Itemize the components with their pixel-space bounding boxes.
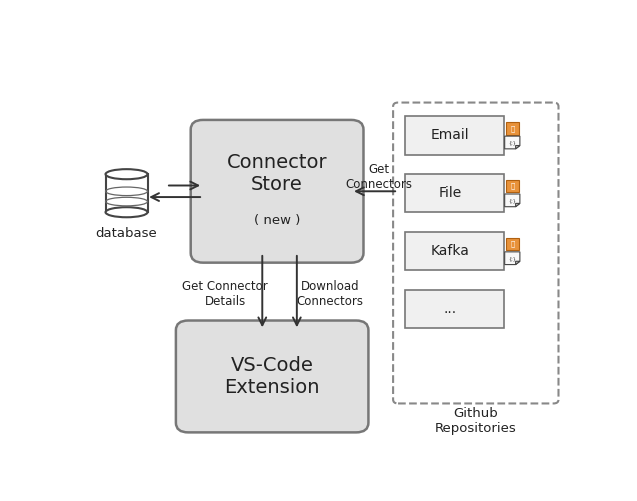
Polygon shape <box>515 203 520 207</box>
Bar <box>106 174 148 212</box>
Bar <box>406 290 505 328</box>
Text: Email: Email <box>431 128 469 142</box>
Bar <box>406 174 505 212</box>
Polygon shape <box>505 252 520 265</box>
FancyBboxPatch shape <box>176 321 368 432</box>
Text: {;}: {;} <box>508 141 516 146</box>
Bar <box>506 122 520 135</box>
Text: VS-Code
Extension: VS-Code Extension <box>224 356 320 397</box>
Text: ⛹: ⛹ <box>510 183 515 189</box>
Text: Github
Repositories: Github Repositories <box>435 407 517 435</box>
Polygon shape <box>515 145 520 149</box>
Bar <box>406 232 505 271</box>
Text: ...: ... <box>443 302 457 316</box>
FancyBboxPatch shape <box>190 120 364 263</box>
Text: Get Connector
Details: Get Connector Details <box>182 280 268 308</box>
Text: database: database <box>96 227 157 240</box>
Text: {;}: {;} <box>508 198 516 203</box>
Polygon shape <box>515 261 520 265</box>
Bar <box>506 237 520 250</box>
Text: Get
Connectors: Get Connectors <box>345 163 412 191</box>
Text: {;}: {;} <box>508 257 516 262</box>
Text: Download
Connectors: Download Connectors <box>296 280 364 308</box>
Text: Kafka: Kafka <box>431 244 469 258</box>
Text: ( new ): ( new ) <box>254 214 300 227</box>
Polygon shape <box>505 136 520 149</box>
Bar <box>406 116 505 155</box>
Text: ⛹: ⛹ <box>510 125 515 132</box>
Text: File: File <box>438 186 461 200</box>
Text: Connector
Store: Connector Store <box>227 153 327 194</box>
Bar <box>506 180 520 192</box>
Ellipse shape <box>106 207 148 217</box>
Polygon shape <box>505 194 520 207</box>
Ellipse shape <box>106 169 148 179</box>
Text: ⛹: ⛹ <box>510 240 515 247</box>
